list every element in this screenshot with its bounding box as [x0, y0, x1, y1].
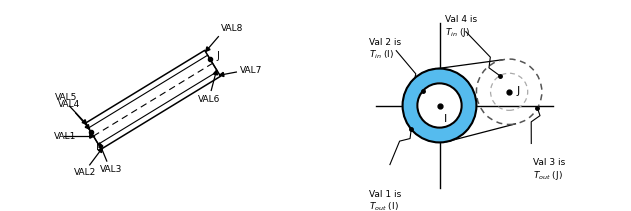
- Polygon shape: [82, 120, 86, 124]
- Text: VAL3: VAL3: [100, 165, 122, 174]
- Text: VAL7: VAL7: [240, 66, 262, 76]
- Circle shape: [417, 83, 462, 128]
- Text: VAL1: VAL1: [54, 132, 77, 141]
- Polygon shape: [85, 124, 90, 129]
- Text: VAL8: VAL8: [220, 24, 243, 34]
- Text: Val 4 is
$T_{in}$ (J): Val 4 is $T_{in}$ (J): [445, 15, 477, 39]
- Polygon shape: [220, 72, 224, 77]
- Text: VAL2: VAL2: [74, 168, 97, 177]
- Text: J: J: [517, 86, 520, 96]
- Polygon shape: [213, 70, 218, 75]
- Text: VAL4: VAL4: [58, 100, 81, 109]
- Text: Val 2 is
$T_{in}$ (I): Val 2 is $T_{in}$ (I): [369, 38, 401, 61]
- Text: Val 1 is
$T_{out}$ (I): Val 1 is $T_{out}$ (I): [369, 190, 401, 211]
- Text: VAL6: VAL6: [198, 95, 220, 104]
- Text: I: I: [95, 142, 98, 152]
- Text: J: J: [217, 51, 220, 61]
- Circle shape: [403, 69, 476, 142]
- Polygon shape: [98, 148, 102, 153]
- Text: Val 3 is
$T_{out}$ (J): Val 3 is $T_{out}$ (J): [533, 158, 565, 182]
- Polygon shape: [90, 134, 93, 138]
- Polygon shape: [99, 143, 103, 148]
- Polygon shape: [206, 47, 210, 51]
- Text: I: I: [444, 114, 447, 124]
- Text: VAL5: VAL5: [56, 93, 78, 102]
